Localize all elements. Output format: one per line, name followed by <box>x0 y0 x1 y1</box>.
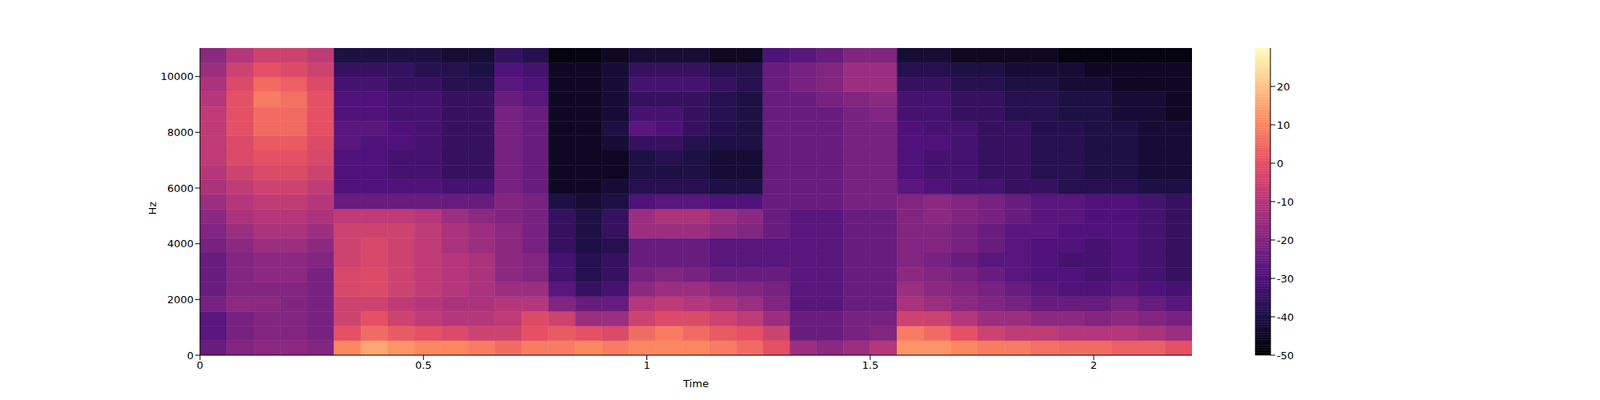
svg-text:0: 0 <box>187 349 194 362</box>
svg-text:6000: 6000 <box>167 182 194 195</box>
svg-text:Hz: Hz <box>146 201 159 216</box>
svg-text:2: 2 <box>1090 359 1097 372</box>
svg-text:1: 1 <box>643 359 650 372</box>
svg-text:-20: -20 <box>1276 234 1294 247</box>
svg-text:10000: 10000 <box>160 70 194 83</box>
svg-text:20: 20 <box>1276 80 1291 93</box>
svg-text:10: 10 <box>1276 119 1291 132</box>
svg-text:-50: -50 <box>1276 349 1294 362</box>
svg-text:4000: 4000 <box>167 237 194 250</box>
svg-text:0: 0 <box>196 359 204 372</box>
svg-text:8000: 8000 <box>167 126 194 139</box>
svg-text:1.5: 1.5 <box>861 359 879 372</box>
svg-text:0.5: 0.5 <box>415 359 432 372</box>
svg-text:2000: 2000 <box>167 293 194 306</box>
svg-text:-30: -30 <box>1276 272 1294 285</box>
svg-text:Time: Time <box>682 377 709 390</box>
svg-text:0: 0 <box>1276 157 1284 170</box>
svg-text:-40: -40 <box>1276 311 1294 324</box>
svg-text:-10: -10 <box>1276 196 1294 208</box>
